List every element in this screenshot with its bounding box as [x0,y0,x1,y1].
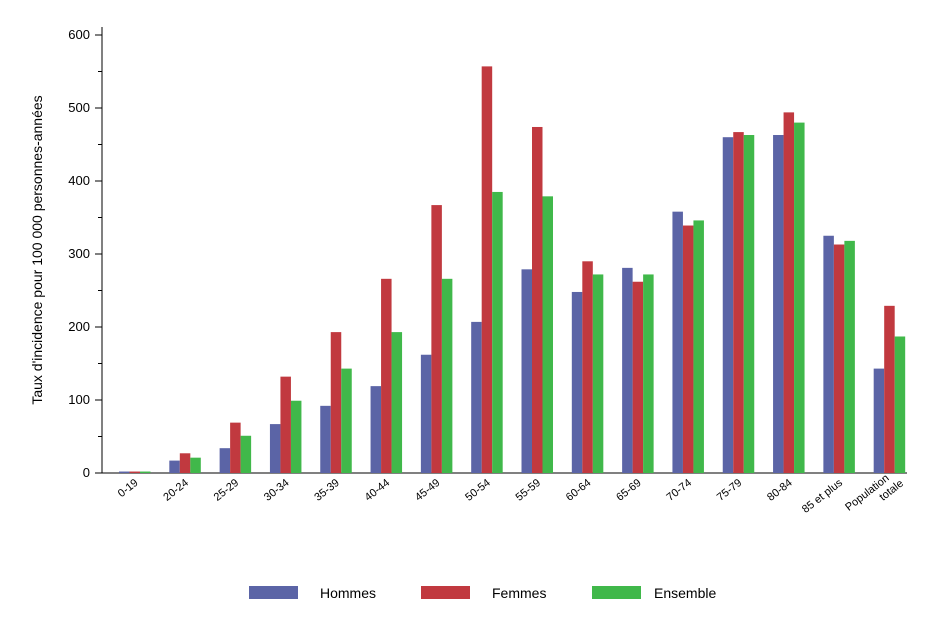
bar-ensemble-6 [441,278,453,473]
legend-label-ensemble: Ensemble [654,585,716,601]
y-tick-label: 400 [68,173,90,188]
legend-label-femmes: Femmes [492,585,546,601]
bar-hommes-1 [169,460,180,473]
bar-femmes-13 [783,112,795,473]
bar-femmes-8 [532,126,543,473]
bar-femmes-10 [632,281,644,473]
bar-femmes-15 [884,305,895,473]
bar-hommes-3 [269,424,281,473]
bar-ensemble-11 [693,220,704,473]
bar-femmes-7 [481,66,493,473]
bar-ensemble-1 [190,457,201,473]
x-tick-label: 65-69 [614,477,644,504]
bar-ensemble-5 [391,332,403,473]
bar-ensemble-7 [492,191,503,473]
y-tick-label: 600 [68,27,90,42]
y-ticks: 0 100 200 300 400 500 600 [68,27,102,480]
x-tick-label: 30-34 [262,477,292,504]
bar-ensemble-12 [743,135,755,473]
x-tick-label: 70-74 [664,477,694,504]
bar-hommes-2 [219,448,231,473]
x-tick-label: 80-84 [765,477,795,504]
bar-femmes-2 [230,422,241,473]
bar-hommes-4 [320,405,331,473]
bar-ensemble-15 [894,336,906,473]
bars [119,66,906,473]
bar-femmes-0 [129,471,140,473]
y-tick-label: 200 [68,319,90,334]
y-tick-label: 100 [68,392,90,407]
bar-femmes-3 [280,376,291,473]
bar-hommes-10 [622,267,633,473]
x-tick-label: 75-79 [715,477,745,504]
bar-hommes-9 [571,291,583,473]
x-tick-label: 35-39 [312,477,342,504]
bar-ensemble-13 [794,122,805,473]
bar-femmes-4 [330,332,342,473]
y-tick-label: 300 [68,246,90,261]
bar-femmes-14 [833,244,845,473]
bar-femmes-1 [179,453,191,473]
y-axis-label: Taux d'incidence pour 100 000 personnes-… [29,95,45,404]
bar-ensemble-3 [290,400,302,473]
x-tick-label: 50-54 [463,477,493,504]
bar-hommes-5 [370,386,382,473]
bar-ensemble-10 [643,274,654,473]
bar-hommes-11 [672,211,683,473]
x-tick-label: Populationtotale [843,467,906,524]
x-tick-label: 85 et plus [800,477,845,516]
bar-femmes-11 [682,225,694,473]
bar-ensemble-0 [140,471,151,473]
bar-hommes-13 [773,135,784,473]
bar-femmes-5 [381,278,392,473]
legend-swatch-ensemble [592,586,641,599]
bar-ensemble-8 [542,196,553,473]
bar-femmes-6 [431,205,442,473]
bar-hommes-8 [521,269,532,473]
legend-swatch-femmes [421,586,470,599]
x-tick-label: 25-29 [212,477,242,504]
bar-hommes-15 [873,368,885,473]
bar-ensemble-4 [341,368,352,473]
bar-ensemble-2 [240,435,252,473]
legend: Hommes Femmes Ensemble [249,585,716,601]
bar-femmes-9 [582,261,593,473]
y-tick-label: 500 [68,100,90,115]
y-tick-label: 0 [83,465,90,480]
bar-femmes-12 [733,132,744,473]
x-tick-label: 40-44 [363,477,393,504]
x-tick-label: 45-49 [413,477,443,504]
bar-hommes-0 [119,471,130,473]
x-tick-label: 20-24 [161,477,191,504]
bar-hommes-7 [471,321,482,473]
bar-ensemble-14 [844,240,855,473]
legend-label-hommes: Hommes [320,585,376,601]
bar-hommes-6 [420,354,432,473]
bar-hommes-12 [722,137,734,473]
legend-swatch-hommes [249,586,298,599]
x-tick-label: 0-19 [116,477,141,500]
x-ticks: 0-19 20-24 25-29 30-34 35-39 40-44 45-49 50-54 5… [116,467,906,524]
x-tick-label: 60-64 [564,477,594,504]
x-tick-label: 55-59 [514,477,544,504]
bar-hommes-14 [823,235,834,473]
bar-ensemble-9 [592,274,604,473]
